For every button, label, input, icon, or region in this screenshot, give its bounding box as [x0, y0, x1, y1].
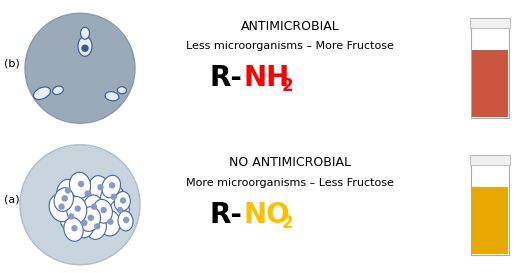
Circle shape — [94, 224, 100, 229]
Text: 2: 2 — [282, 77, 293, 95]
Ellipse shape — [57, 179, 77, 204]
Ellipse shape — [98, 210, 120, 236]
Circle shape — [59, 204, 64, 209]
Text: ANTIMICROBIAL: ANTIMICROBIAL — [240, 20, 339, 33]
Circle shape — [62, 196, 67, 201]
Ellipse shape — [64, 218, 83, 241]
Ellipse shape — [102, 175, 121, 198]
Text: NH: NH — [244, 64, 290, 92]
FancyBboxPatch shape — [470, 18, 510, 28]
FancyBboxPatch shape — [470, 155, 510, 165]
Ellipse shape — [114, 192, 130, 212]
Circle shape — [72, 226, 77, 231]
Ellipse shape — [83, 195, 103, 221]
Ellipse shape — [93, 199, 112, 223]
Ellipse shape — [67, 197, 87, 223]
FancyBboxPatch shape — [471, 18, 509, 118]
Text: R-: R- — [210, 64, 243, 92]
Circle shape — [101, 207, 106, 213]
Ellipse shape — [118, 87, 127, 94]
Text: More microorganisms – Less Fructose: More microorganisms – Less Fructose — [186, 178, 394, 188]
Ellipse shape — [89, 176, 110, 201]
Ellipse shape — [86, 216, 107, 239]
Circle shape — [75, 206, 80, 211]
Ellipse shape — [78, 36, 92, 56]
Ellipse shape — [60, 205, 80, 231]
Ellipse shape — [34, 87, 50, 100]
Circle shape — [111, 194, 116, 199]
Ellipse shape — [54, 188, 74, 211]
Circle shape — [118, 207, 122, 212]
Circle shape — [20, 145, 140, 265]
Ellipse shape — [69, 172, 90, 198]
Circle shape — [69, 214, 74, 219]
Circle shape — [82, 45, 88, 51]
Circle shape — [98, 185, 103, 190]
FancyBboxPatch shape — [472, 50, 508, 117]
Ellipse shape — [100, 184, 124, 212]
Circle shape — [91, 204, 97, 209]
Ellipse shape — [118, 211, 133, 231]
FancyBboxPatch shape — [471, 155, 509, 255]
Circle shape — [124, 218, 129, 222]
Circle shape — [25, 13, 135, 123]
Ellipse shape — [72, 211, 94, 238]
Ellipse shape — [105, 92, 119, 101]
Ellipse shape — [79, 207, 100, 232]
Circle shape — [66, 188, 70, 193]
Ellipse shape — [109, 199, 129, 224]
FancyBboxPatch shape — [472, 187, 508, 254]
Text: (b): (b) — [4, 58, 20, 68]
Text: NO: NO — [244, 201, 291, 229]
Circle shape — [82, 220, 87, 225]
Circle shape — [108, 219, 113, 224]
Text: R-: R- — [210, 201, 243, 229]
Text: (a): (a) — [4, 195, 19, 205]
Ellipse shape — [80, 27, 89, 39]
Text: 2: 2 — [282, 214, 293, 232]
Circle shape — [121, 198, 125, 203]
Circle shape — [88, 215, 93, 220]
Circle shape — [110, 183, 114, 188]
Ellipse shape — [76, 181, 98, 209]
Ellipse shape — [49, 194, 72, 222]
Circle shape — [85, 191, 90, 196]
Text: NO ANTIMICROBIAL: NO ANTIMICROBIAL — [229, 156, 351, 169]
Ellipse shape — [52, 86, 64, 94]
Text: Less microorganisms – More Fructose: Less microorganisms – More Fructose — [186, 41, 394, 51]
Circle shape — [79, 182, 83, 186]
